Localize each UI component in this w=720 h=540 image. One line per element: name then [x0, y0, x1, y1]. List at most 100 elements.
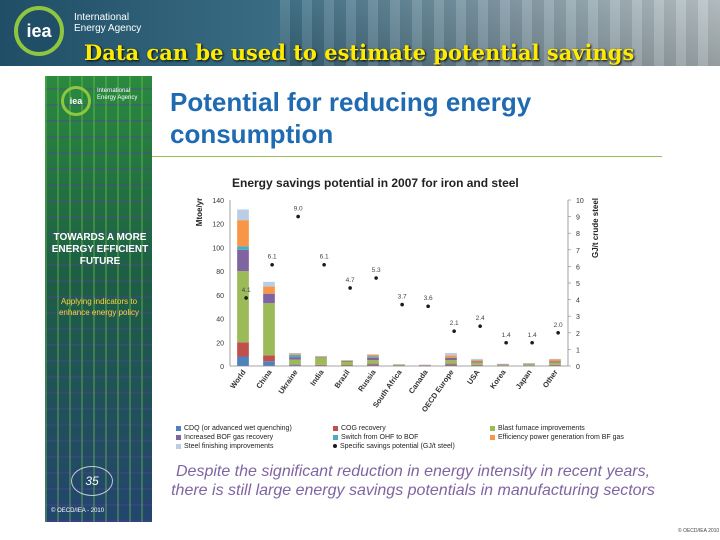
bar-segment — [289, 352, 301, 354]
x-tick-label: USA — [465, 368, 482, 387]
bar-segment — [263, 281, 275, 287]
savings-dot-label: 2.0 — [554, 322, 563, 329]
savings-dot-label: 1.4 — [528, 332, 537, 339]
y-tick-label: 120 — [212, 222, 224, 229]
dot-layer: 4.1 6.1 9.0 6.1 4.7 5.3 3.7 3.6 2.1 2.4 1.4 1.4 2.0 — [242, 206, 563, 345]
savings-dot-label: 2.4 — [476, 315, 485, 322]
y2-tick-label: 8 — [576, 231, 580, 238]
savings-dot-label: 1.4 — [502, 332, 511, 339]
bar-segment — [393, 364, 405, 365]
bar-segment — [445, 355, 457, 358]
legend-item: Blast furnace improvements — [490, 425, 585, 432]
savings-dot — [478, 324, 482, 328]
agency-name-line1: International — [74, 12, 130, 23]
bar-segment — [263, 286, 275, 294]
x-tick-label: Other — [541, 368, 560, 390]
y-tick-label: 20 — [216, 340, 224, 347]
savings-dot — [426, 304, 430, 309]
x-tick-label: World — [228, 368, 248, 391]
bar-segment — [341, 360, 353, 361]
legend-item: Switch from OHF to BOF — [333, 434, 418, 441]
bar-segment — [315, 357, 327, 365]
bar-layer — [237, 209, 561, 367]
y-axis-label: Mtoe/yr — [195, 198, 204, 226]
bar-segment — [367, 354, 379, 357]
y2-tick-label: 1 — [576, 347, 580, 354]
bar-segment — [289, 359, 301, 365]
bar-segment — [549, 359, 561, 362]
savings-dot-label: 6.1 — [320, 254, 329, 261]
savings-dot — [400, 302, 404, 307]
legend-swatch — [490, 425, 495, 431]
header-banner: iea International Energy Agency Data can… — [0, 0, 720, 66]
y2-tick-label: 5 — [576, 281, 580, 288]
bar-segment — [289, 354, 301, 358]
y2-axis-label: GJ/t crude steel — [591, 198, 600, 258]
bar-segment — [341, 361, 353, 366]
corner-copyright: © OECD/IEA 2010 — [678, 528, 720, 534]
savings-dot — [322, 262, 326, 267]
bar-segment — [471, 364, 483, 366]
bar-segment — [471, 362, 483, 365]
x-tick-label: China — [254, 367, 274, 390]
savings-dot-label: 4.7 — [346, 277, 355, 284]
bar-segment — [549, 362, 561, 365]
bar-segment — [497, 363, 509, 365]
savings-dot-label: 5.3 — [372, 267, 381, 274]
legend-item: COG recovery — [333, 425, 386, 432]
slide-title: Potential for reducing energy consumptio… — [170, 86, 531, 150]
bar-segment — [289, 357, 301, 360]
legend-label: Efficiency power generation from BF gas — [498, 434, 624, 441]
report-cover-sidebar: iea International Energy Agency TOWARDS … — [45, 76, 152, 522]
bar-segment — [237, 209, 249, 221]
legend-item: Efficiency power generation from BF gas — [490, 434, 624, 441]
bar-segment — [471, 360, 483, 362]
bar-segment — [523, 363, 535, 364]
bar-segment — [315, 364, 327, 366]
savings-dot — [530, 340, 534, 345]
bar-segment — [445, 352, 457, 356]
savings-dot — [374, 276, 378, 280]
bar-segment — [523, 363, 535, 365]
y2-tick-label: 0 — [576, 364, 580, 371]
sidebar-agency-line1: International — [97, 88, 131, 94]
bar-segment — [523, 364, 535, 366]
bar-segment — [289, 364, 301, 366]
legend-swatch — [176, 443, 181, 449]
bar-segment — [289, 353, 301, 355]
y2-tick-label: 3 — [576, 314, 580, 321]
bar-segment — [471, 358, 483, 361]
sidebar-copyright: © OECD/IEA - 2010 — [51, 508, 105, 514]
sidebar-iea-logo: iea — [61, 86, 91, 116]
energy-savings-chart: 4.16.19.06.14.75.33.7 3.62.12.41.4 1.42.0 … — [195, 198, 600, 414]
savings-dot — [348, 286, 352, 290]
axis-layer: Mtoe/yr GJ/t crude steel02040608010012014… — [195, 198, 600, 414]
slide-title-line2: consumption — [170, 119, 334, 149]
savings-dot-label: 6.1 — [268, 254, 277, 261]
savings-dot — [556, 331, 560, 335]
bar-segment — [289, 364, 301, 365]
x-tick-label: Canada — [407, 367, 430, 395]
legend-swatch — [176, 425, 181, 431]
legend-label: CDQ (or advanced wet quenching) — [184, 425, 292, 432]
bar-segment — [549, 358, 561, 360]
legend-item: Specific savings potential (GJ/t steel) — [333, 443, 455, 450]
savings-dot — [270, 262, 274, 267]
savings-dot-label: 2.1 — [450, 320, 459, 327]
bar-segment — [367, 356, 379, 358]
legend-item: Increased BOF gas recovery — [176, 434, 273, 441]
bar-segment — [367, 364, 379, 366]
bar-segment — [445, 364, 457, 366]
report-title: TOWARDS A MORE ENERGY EFFICIENT FUTURE — [51, 232, 149, 267]
savings-dot-label: 3.6 — [424, 295, 433, 302]
x-tick-label: India — [308, 367, 326, 387]
bar-segment — [341, 365, 353, 366]
savings-dot-label: 3.7 — [398, 294, 407, 301]
savings-dot — [452, 329, 456, 333]
bar-segment — [237, 220, 249, 247]
bar-segment — [419, 364, 431, 366]
legend-swatch — [333, 444, 337, 449]
slide-title-line1: Potential for reducing energy — [170, 87, 532, 117]
bar-segment — [497, 364, 509, 366]
y2-tick-label: 2 — [576, 331, 580, 338]
